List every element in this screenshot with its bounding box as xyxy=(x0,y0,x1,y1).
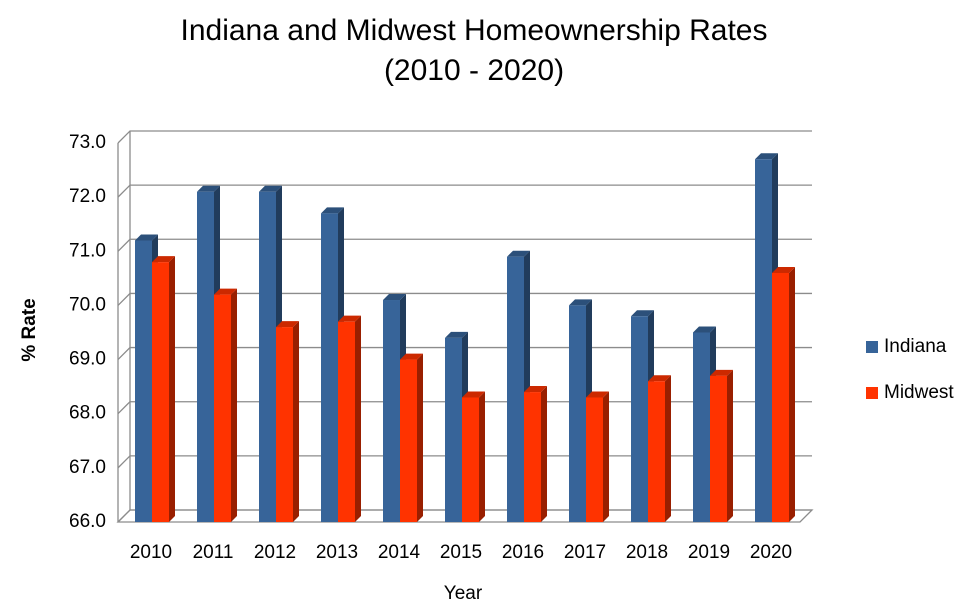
bar-top xyxy=(586,391,609,398)
x-tick-label: 2019 xyxy=(688,542,730,563)
grid-line xyxy=(117,130,812,144)
bar xyxy=(276,327,293,522)
bar xyxy=(338,321,355,522)
y-tick-label: 66.0 xyxy=(69,511,106,532)
bar-top xyxy=(507,250,530,257)
bar-top xyxy=(135,234,158,241)
bar-top xyxy=(462,391,485,398)
bar-side xyxy=(479,391,485,522)
bar xyxy=(755,159,772,522)
bar-top xyxy=(755,153,778,160)
x-tick-label: 2017 xyxy=(564,542,606,563)
bar-side xyxy=(417,353,423,522)
bar xyxy=(772,272,789,522)
y-tick-label: 70.0 xyxy=(69,294,106,315)
bar xyxy=(214,294,231,522)
bar-top xyxy=(276,321,299,328)
bar-top xyxy=(648,375,671,382)
y-tick-label: 73.0 xyxy=(69,132,106,153)
x-tick-label: 2014 xyxy=(378,542,421,563)
bar-top xyxy=(524,386,547,393)
legend-swatch xyxy=(866,341,878,353)
bar xyxy=(693,332,710,522)
bar xyxy=(586,397,603,522)
x-tick-label: 2016 xyxy=(502,542,544,563)
bar-top xyxy=(710,369,733,376)
bar-top xyxy=(152,256,175,263)
chart-title: Indiana and Midwest Homeownership Rates xyxy=(181,14,768,47)
bar-side xyxy=(665,375,671,522)
bar-top xyxy=(214,288,237,295)
bar-top xyxy=(383,294,406,301)
bar xyxy=(400,359,417,522)
bar xyxy=(648,381,665,522)
bar-top xyxy=(569,299,592,306)
bar xyxy=(445,337,462,522)
legend-label: Midwest xyxy=(884,382,954,403)
grid-line xyxy=(117,238,812,252)
bar-top xyxy=(693,326,716,333)
y-axis-label: % Rate xyxy=(19,298,40,361)
x-tick-label: 2010 xyxy=(130,542,172,563)
y-tick-label: 69.0 xyxy=(69,349,106,370)
bar xyxy=(152,262,169,522)
x-tick-label: 2015 xyxy=(440,542,482,563)
bar xyxy=(710,375,727,522)
bar-side xyxy=(727,369,733,522)
bar-side xyxy=(789,266,795,522)
bar xyxy=(197,191,214,522)
x-axis-label: Year xyxy=(444,583,483,604)
bar-top xyxy=(259,185,282,192)
bar xyxy=(631,316,648,522)
y-tick-label: 67.0 xyxy=(69,457,106,478)
bar-side xyxy=(603,391,609,522)
bar xyxy=(507,256,524,522)
bar-top xyxy=(445,331,468,338)
x-tick-label: 2020 xyxy=(750,542,792,563)
bar-top xyxy=(772,266,795,273)
bar xyxy=(321,213,338,522)
y-tick-label: 71.0 xyxy=(69,240,106,261)
x-tick-label: 2012 xyxy=(254,542,296,563)
x-tick-label: 2011 xyxy=(193,542,234,563)
x-tick-label: 2018 xyxy=(626,542,668,563)
bar xyxy=(383,300,400,522)
bar-top xyxy=(321,207,344,214)
grid-line xyxy=(117,184,812,198)
bar-side xyxy=(355,315,361,522)
legend-swatch xyxy=(866,387,878,399)
legend-label: Indiana xyxy=(884,336,947,357)
y-tick-label: 72.0 xyxy=(69,186,106,207)
bar-top xyxy=(400,353,423,360)
bar-side xyxy=(541,386,547,522)
bar xyxy=(135,240,152,522)
y-tick-label: 68.0 xyxy=(69,403,106,424)
bar xyxy=(259,191,276,522)
bar-top xyxy=(338,315,361,322)
bar xyxy=(569,305,586,522)
chart-subtitle: (2010 - 2020) xyxy=(384,54,564,87)
bar xyxy=(524,392,541,522)
x-tick-label: 2013 xyxy=(316,542,358,563)
bar-side xyxy=(231,288,237,522)
bar-top xyxy=(631,310,654,317)
bar-side xyxy=(293,321,299,522)
grid-line xyxy=(117,292,812,306)
bar-side xyxy=(169,256,175,522)
bar-top xyxy=(197,185,220,192)
bar xyxy=(462,397,479,522)
